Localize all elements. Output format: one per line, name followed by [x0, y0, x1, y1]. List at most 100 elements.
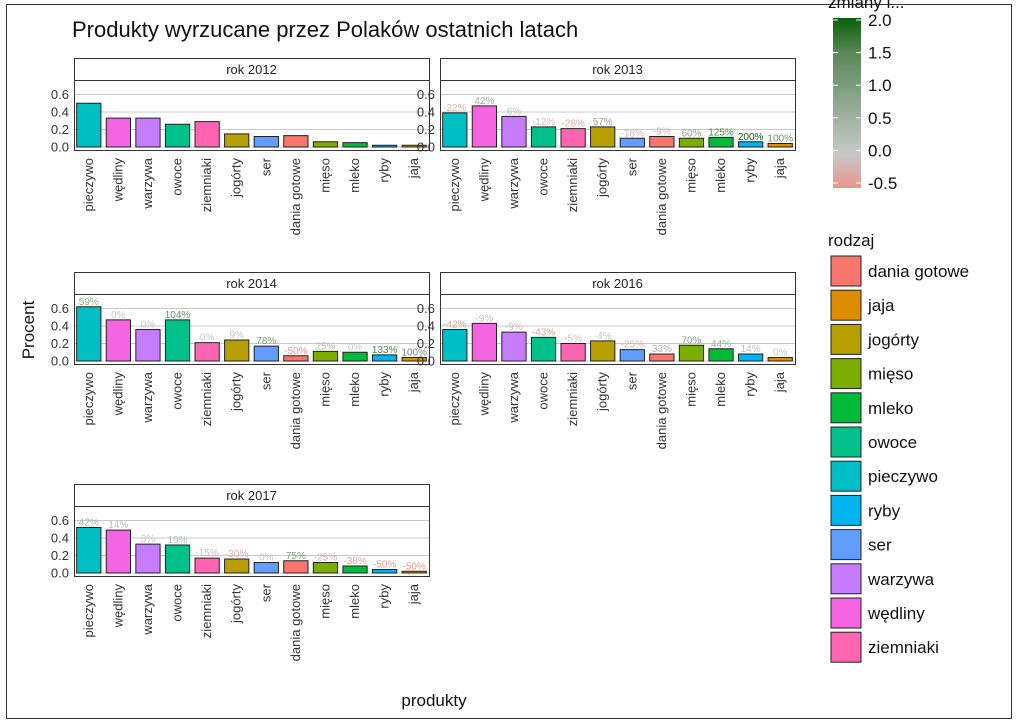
change-label: -42% — [443, 320, 466, 331]
x-tick-label: mięso — [683, 372, 698, 407]
x-tick-label: dania gotowe — [288, 584, 303, 661]
plot-panel — [74, 506, 430, 577]
change-label: 104% — [165, 310, 191, 321]
colorbar-title: zmiany i... — [828, 0, 905, 12]
bar — [283, 560, 309, 574]
legend-label: pieczywo — [868, 467, 938, 486]
y-tick-label: 0.2 — [417, 122, 435, 137]
colorbar-tick-label: 1.0 — [868, 76, 892, 95]
legend-swatch — [830, 494, 862, 526]
bar — [312, 350, 339, 362]
legend-swatch — [830, 289, 862, 321]
y-tick-label: 0.2 — [51, 122, 69, 137]
y-tick-label: 0.4 — [51, 105, 69, 120]
facet-panel: rok 2017 0.0 0.2 0.4 0.6 42% pieczywo 14% wędlin… — [51, 484, 430, 661]
change-label: 100% — [767, 134, 793, 145]
bar — [501, 331, 527, 362]
y-tick-label: 0.4 — [417, 105, 435, 120]
colorbar-ticks: 2.0 1.5 1.0 0.5 0.0 -0.5 — [833, 11, 897, 193]
x-tick-label: ser — [258, 157, 273, 176]
x-tick-label: ryby — [743, 158, 758, 183]
bar — [224, 558, 250, 574]
bar — [442, 329, 468, 362]
bar — [590, 126, 616, 148]
change-label: -30% — [225, 549, 248, 560]
x-tick-label: pieczywo — [81, 372, 96, 425]
colorbar-legend: zmiany i... 2.0 1.5 1.0 0.5 0.0 -0.5 — [828, 0, 905, 193]
x-tick-label: ryby — [377, 584, 392, 609]
change-label: 19% — [168, 535, 188, 546]
y-tick-label: 0.4 — [51, 531, 69, 546]
x-tick-label: jogórty — [229, 158, 244, 199]
bar — [401, 357, 427, 362]
x-tick-label: jaja — [772, 157, 787, 179]
bar — [105, 117, 132, 148]
change-label: -4% — [594, 331, 612, 342]
legend-label: dania gotowe — [868, 262, 969, 281]
x-tick-label: ryby — [743, 372, 758, 397]
x-tick-label: ziemniaki — [565, 158, 580, 212]
change-label: 14% — [108, 520, 128, 531]
x-tick-label: jogórty — [595, 158, 610, 199]
legend-swatch — [830, 255, 862, 287]
x-tick-label: warzywa — [140, 583, 155, 635]
x-tick-label: ryby — [377, 158, 392, 183]
legend-swatch — [830, 358, 862, 390]
change-label: 57% — [593, 117, 613, 128]
x-tick-label: pieczywo — [447, 372, 462, 425]
colorbar-tick-label: 2.0 — [868, 11, 892, 30]
legend-item: ser — [830, 529, 892, 561]
x-tick-label: wędliny — [110, 372, 125, 417]
x-tick-label: jaja — [406, 371, 421, 393]
bar — [737, 353, 764, 362]
x-tick-label: jogórty — [229, 584, 244, 625]
bar — [619, 137, 645, 148]
bar — [560, 343, 586, 362]
bar — [767, 143, 793, 148]
legend-label: ryby — [868, 501, 901, 520]
bar — [253, 136, 279, 148]
bar — [164, 544, 191, 574]
x-tick-label: owoce — [536, 158, 551, 196]
legend-label: ziemniaki — [868, 638, 939, 657]
fill-legend-title: rodzaj — [828, 231, 874, 250]
change-label: 6% — [507, 106, 522, 117]
facet-strip-label: rok 2014 — [226, 276, 277, 291]
y-tick-label: 0.0 — [417, 354, 435, 369]
y-tick-label: 0.6 — [417, 87, 435, 102]
legend-swatch — [830, 323, 862, 355]
y-tick-label: 0.6 — [417, 301, 435, 316]
x-tick-label: wędliny — [110, 584, 125, 629]
y-tick-label: 0.0 — [417, 140, 435, 155]
x-tick-label: pieczywo — [447, 158, 462, 211]
x-tick-label: jogórty — [595, 372, 610, 413]
facet-panel: rok 2016 0.0 0.2 0.4 0.6 -42% pieczywo -9% wędli… — [417, 272, 796, 449]
bar — [105, 529, 132, 574]
change-label: -9% — [653, 127, 671, 138]
change-label: 0% — [141, 320, 156, 331]
change-label: 3% — [141, 534, 156, 545]
facet-panel: rok 2014 0.0 0.2 0.4 0.6 59% pieczywo 0% wędliny… — [51, 272, 430, 449]
y-tick-label: 0.0 — [51, 566, 69, 581]
change-label: 70% — [681, 335, 701, 346]
y-tick-label: 0.2 — [51, 548, 69, 563]
legend-label: mięso — [868, 365, 913, 384]
x-tick-label: warzywa — [140, 371, 155, 423]
change-label: -9% — [475, 313, 493, 324]
change-label: -22% — [443, 103, 466, 114]
bar — [312, 141, 339, 148]
bar — [737, 141, 764, 148]
bar — [194, 121, 220, 148]
legend-label: warzywa — [867, 570, 935, 589]
x-tick-label: mięso — [317, 372, 332, 407]
legend-label: mleko — [868, 399, 913, 418]
change-label: -25% — [314, 553, 337, 564]
bar — [342, 142, 368, 148]
change-label: 33% — [652, 344, 672, 355]
x-tick-label: ziemniaki — [199, 158, 214, 212]
bar — [164, 319, 191, 362]
y-tick-label: 0.0 — [51, 140, 69, 155]
fill-legend: rodzaj dania gotowe jaja jogórty mięso mleko… — [828, 231, 969, 663]
x-tick-label: dania gotowe — [654, 158, 669, 235]
